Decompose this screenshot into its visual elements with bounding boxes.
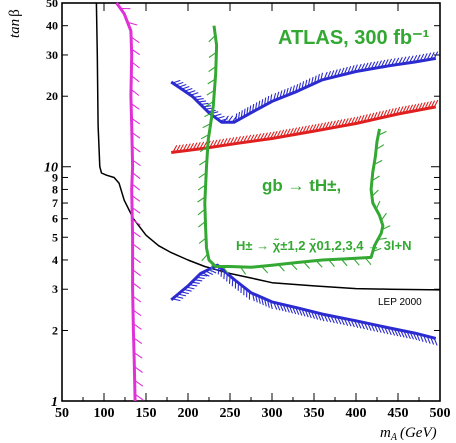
y-tick-label: 5 bbox=[52, 230, 58, 244]
series-hatch-blue-upper bbox=[172, 51, 439, 123]
y-tick-label: 9 bbox=[52, 170, 58, 184]
x-tick-label: 400 bbox=[346, 406, 367, 421]
series-hatch-green bbox=[197, 35, 391, 275]
y-tick-label: 30 bbox=[46, 48, 58, 62]
series-line-lep bbox=[95, 2, 441, 291]
process-annotation: gb → tH±, bbox=[262, 176, 341, 195]
lep-label: LEP 2000 bbox=[378, 297, 422, 308]
y-tick-label: 2 bbox=[52, 323, 58, 337]
y-tick-label: 20 bbox=[46, 89, 58, 103]
series-line-blue-lower bbox=[170, 263, 437, 340]
x-tick-label: 300 bbox=[262, 406, 283, 421]
y-tick-label: 3 bbox=[52, 282, 58, 296]
series-hatch-magenta bbox=[120, 7, 144, 401]
axis-ticks: 50 100 150 200 250 300 350 400 450 500 1 2 3 4 5 6 78910… bbox=[44, 0, 451, 421]
series-line-green bbox=[203, 25, 385, 269]
x-tick-label: 50 bbox=[55, 406, 69, 421]
y-tick-label: 6 bbox=[52, 212, 58, 226]
series-line-blue-upper bbox=[170, 56, 437, 124]
y-tick-label: 1 bbox=[51, 395, 58, 410]
x-axis-title-unit: (GeV) bbox=[400, 425, 437, 441]
x-tick-label: 250 bbox=[220, 406, 241, 421]
y-tick-label: 10 bbox=[44, 161, 58, 176]
x-tick-label: 350 bbox=[304, 406, 325, 421]
y-axis-title-main: tan bbox=[7, 19, 23, 38]
x-tick-label: 200 bbox=[178, 406, 199, 421]
y-tick-label: 4 bbox=[52, 253, 58, 267]
x-tick-label: 500 bbox=[430, 406, 451, 421]
y-tick-label: 40 bbox=[46, 19, 58, 33]
y-tick-label: 7 bbox=[52, 196, 58, 210]
x-tick-label: 100 bbox=[94, 406, 115, 421]
x-tick-label: 450 bbox=[388, 406, 409, 421]
x-axis-title-main: m bbox=[380, 425, 391, 441]
chart-title: ATLAS, 300 fb⁻¹ bbox=[278, 27, 430, 49]
y-axis-title: tan β bbox=[7, 9, 23, 38]
y-tick-label: 50 bbox=[46, 0, 58, 10]
y-tick-label: 8 bbox=[52, 182, 58, 196]
series-layer bbox=[95, 2, 441, 402]
decay-annotation: H± → χ̃±1,2 χ̃01,2,3,4 → 3l+N bbox=[236, 238, 412, 253]
x-axis-title: mA (GeV) bbox=[380, 425, 437, 443]
series-hatch-red bbox=[172, 99, 439, 153]
series-hatch-blue-lower bbox=[172, 265, 438, 346]
y-axis-title-symbol: β bbox=[7, 9, 23, 17]
x-tick-label: 150 bbox=[136, 406, 157, 421]
x-axis-title-sub: A bbox=[390, 432, 398, 443]
series-line-magenta bbox=[115, 2, 137, 402]
series-line-red bbox=[171, 105, 437, 154]
